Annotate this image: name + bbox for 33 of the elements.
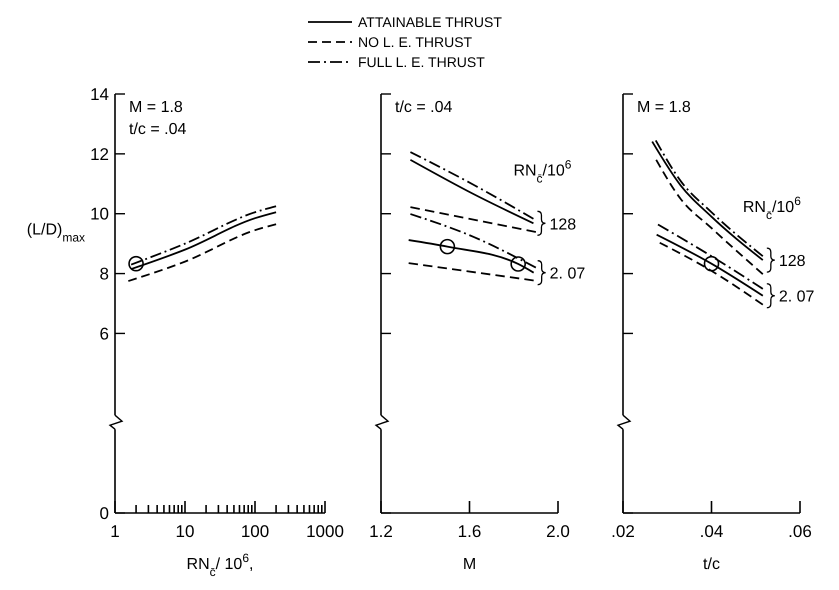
annotation: M = 1.8	[129, 99, 183, 116]
annotation: M = 1.8	[637, 99, 691, 116]
legend-label: ATTAINABLE THRUST	[358, 14, 502, 30]
x-tick-label: 1.2	[369, 522, 393, 541]
legend-label: NO L. E. THRUST	[358, 34, 473, 50]
annotation: t/c = .04	[395, 99, 452, 116]
annotation: 2. 07	[778, 288, 815, 306]
x-axis-title: RN$_{c̄}$/ 10$^{6}$,	[186, 551, 254, 579]
x-tick-label: 1000	[306, 522, 344, 541]
x-tick-label: .04	[700, 522, 724, 541]
x-tick-label: .02	[611, 522, 635, 541]
y-tick-label: 14	[90, 85, 109, 104]
x-tick-label: 2.0	[546, 522, 570, 541]
annotation: 128	[549, 216, 576, 234]
legend-title: RN$_{c̄}$/10$^{6}$	[742, 194, 802, 222]
legend-title: RN$_{c̄}$/10$^{6}$	[513, 157, 572, 186]
x-tick-label: 1.6	[458, 522, 482, 541]
x-tick-label: 100	[240, 522, 270, 541]
y-tick-label: 8	[100, 264, 109, 284]
y-tick-label: 12	[90, 144, 109, 164]
annotation: 2. 07	[550, 266, 586, 283]
y-axis-title: (L/D)$_{max}$	[26, 222, 85, 245]
y-tick-label: 0	[100, 504, 109, 523]
y-tick-label: 10	[90, 204, 109, 224]
annotation: t/c = .04	[129, 121, 186, 138]
y-tick-label: 6	[100, 324, 109, 344]
x-tick-label: 10	[176, 522, 194, 541]
x-tick-label: .06	[788, 522, 812, 541]
x-tick-label: 1	[110, 522, 120, 541]
annotation: 128	[778, 253, 806, 270]
x-axis-title: t/c	[703, 556, 720, 573]
legend-label: FULL L. E. THRUST	[358, 54, 486, 70]
x-axis-title: M	[462, 556, 476, 573]
